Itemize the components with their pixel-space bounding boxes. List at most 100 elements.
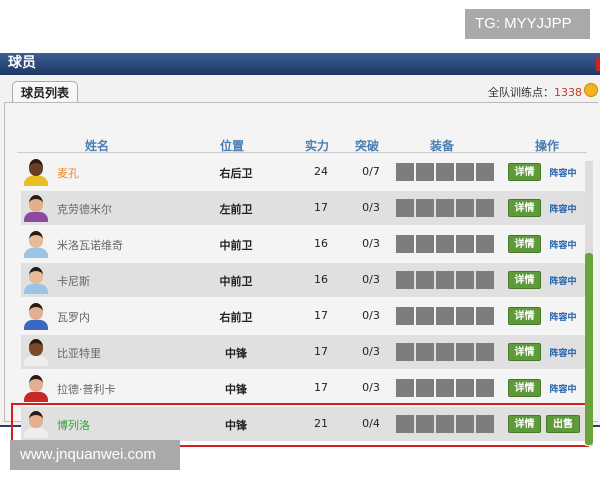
tab-player-list[interactable]: 球员列表 — [12, 81, 78, 103]
player-position: 右后卫 — [219, 167, 253, 180]
equipment-slot[interactable] — [456, 343, 474, 361]
player-breakthrough: 0/3 — [362, 345, 380, 358]
detail-button[interactable]: 详情 — [508, 163, 541, 181]
in-lineup-button[interactable]: 阵容中 — [549, 277, 577, 287]
equipment-slot[interactable] — [396, 307, 414, 325]
equipment-slot[interactable] — [416, 343, 434, 361]
equipment-slot[interactable] — [396, 235, 414, 253]
player-name[interactable]: 克劳德米尔 — [57, 203, 112, 216]
avatar — [23, 375, 49, 403]
in-lineup-button[interactable]: 阵容中 — [549, 169, 577, 179]
watermark-bottom: www.jnquanwei.com — [10, 440, 180, 470]
team-points-value: 1338 — [554, 86, 582, 99]
equipment-slot[interactable] — [456, 163, 474, 181]
equipment-slot[interactable] — [456, 415, 474, 433]
equipment-slot[interactable] — [476, 343, 494, 361]
sell-button[interactable]: 出售 — [546, 415, 580, 433]
equipment-slots — [396, 307, 494, 325]
equipment-slot[interactable] — [436, 379, 454, 397]
equipment-slot[interactable] — [436, 271, 454, 289]
equipment-slot[interactable] — [436, 415, 454, 433]
equipment-slot[interactable] — [476, 235, 494, 253]
equipment-slot[interactable] — [416, 307, 434, 325]
equipment-slot[interactable] — [476, 307, 494, 325]
detail-button[interactable]: 详情 — [508, 415, 541, 433]
table-row: 卡尼斯 中前卫 16 0/3 详情 阵容中 — [21, 263, 586, 297]
player-strength: 17 — [314, 345, 328, 358]
equipment-slot[interactable] — [396, 415, 414, 433]
player-breakthrough: 0/7 — [362, 165, 380, 178]
watermark-top: TG: MYYJJPP — [465, 9, 590, 39]
equipment-slot[interactable] — [416, 415, 434, 433]
col-breakthrough: 突破 — [354, 139, 379, 153]
detail-button[interactable]: 详情 — [508, 307, 541, 325]
player-name[interactable]: 瓦罗内 — [57, 311, 90, 324]
equipment-slot[interactable] — [396, 163, 414, 181]
scrollbar-thumb[interactable] — [585, 253, 593, 445]
equipment-slot[interactable] — [416, 271, 434, 289]
player-breakthrough: 0/3 — [362, 309, 380, 322]
equipment-slot[interactable] — [416, 379, 434, 397]
equipment-slot[interactable] — [456, 307, 474, 325]
detail-button[interactable]: 详情 — [508, 199, 541, 217]
table-row: 瓦罗内 右前卫 17 0/3 详情 阵容中 — [21, 299, 586, 333]
avatar — [23, 195, 49, 223]
player-strength: 21 — [314, 417, 328, 430]
in-lineup-button[interactable]: 阵容中 — [549, 349, 577, 359]
detail-button[interactable]: 详情 — [508, 271, 541, 289]
detail-button[interactable]: 详情 — [508, 235, 541, 253]
equipment-slot[interactable] — [476, 379, 494, 397]
equipment-slot[interactable] — [476, 271, 494, 289]
equipment-slots — [396, 415, 494, 433]
in-lineup-button[interactable]: 阵容中 — [549, 205, 577, 215]
equipment-slot[interactable] — [456, 271, 474, 289]
player-name[interactable]: 比亚特里 — [57, 347, 101, 360]
player-name[interactable]: 博列洛 — [57, 419, 90, 432]
equipment-slot[interactable] — [416, 163, 434, 181]
equipment-slot[interactable] — [476, 415, 494, 433]
detail-button[interactable]: 详情 — [508, 343, 541, 361]
player-strength: 17 — [314, 309, 328, 322]
player-name[interactable]: 卡尼斯 — [57, 275, 90, 288]
col-name: 姓名 — [84, 139, 109, 153]
close-button[interactable] — [596, 57, 600, 71]
equipment-slot[interactable] — [476, 163, 494, 181]
equipment-slot[interactable] — [476, 199, 494, 217]
equipment-slot[interactable] — [416, 235, 434, 253]
player-name[interactable]: 米洛瓦诺维奇 — [57, 239, 123, 252]
in-lineup-button[interactable]: 阵容中 — [549, 385, 577, 395]
equipment-slot[interactable] — [456, 199, 474, 217]
equipment-slot[interactable] — [396, 379, 414, 397]
detail-button[interactable]: 详情 — [508, 379, 541, 397]
window-title-bar: 球员 — [0, 53, 600, 75]
player-name[interactable]: 麦孔 — [57, 167, 79, 180]
equipment-slot[interactable] — [456, 235, 474, 253]
table-header: 姓名 位置 实力 突破 装备 操作 — [17, 137, 587, 153]
player-breakthrough: 0/3 — [362, 237, 380, 250]
equipment-slot[interactable] — [456, 379, 474, 397]
col-strength: 实力 — [304, 139, 329, 153]
equipment-slot[interactable] — [396, 271, 414, 289]
player-strength: 17 — [314, 201, 328, 214]
avatar — [23, 339, 49, 367]
table-row: 博列洛 中锋 21 0/4 详情 出售 — [21, 407, 586, 441]
equipment-slot[interactable] — [436, 307, 454, 325]
in-lineup-button[interactable]: 阵容中 — [549, 241, 577, 251]
equipment-slot[interactable] — [436, 199, 454, 217]
equipment-slot[interactable] — [436, 163, 454, 181]
equipment-slot[interactable] — [396, 343, 414, 361]
equipment-slot[interactable] — [436, 343, 454, 361]
window-title: 球员 — [8, 55, 36, 71]
player-breakthrough: 0/3 — [362, 381, 380, 394]
player-position: 中锋 — [225, 419, 247, 432]
equipment-slots — [396, 235, 494, 253]
player-breakthrough: 0/4 — [362, 417, 380, 430]
player-name[interactable]: 拉德·普利卡 — [57, 383, 116, 396]
player-strength: 24 — [314, 165, 328, 178]
player-position: 中锋 — [225, 347, 247, 360]
equipment-slot[interactable] — [396, 199, 414, 217]
team-points: 全队训练点：1338 — [488, 84, 582, 100]
equipment-slot[interactable] — [416, 199, 434, 217]
in-lineup-button[interactable]: 阵容中 — [549, 313, 577, 323]
equipment-slot[interactable] — [436, 235, 454, 253]
